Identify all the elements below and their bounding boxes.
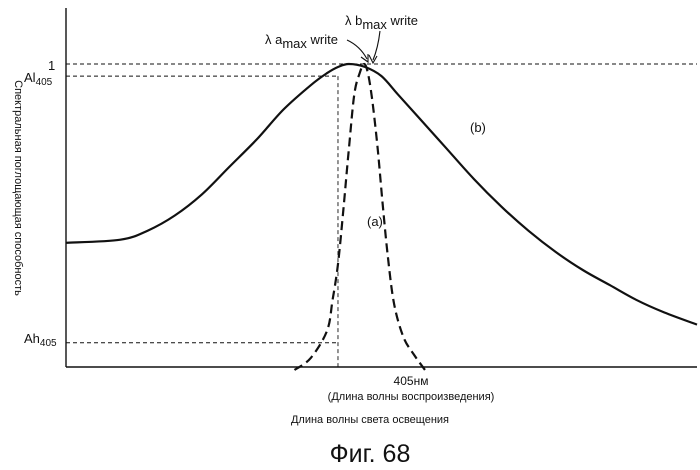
lambda-b-max-write-label: λ bmax write: [345, 13, 418, 32]
y-tick-ah405: Ah405: [24, 331, 57, 349]
figure-caption: Фиг. 68: [330, 440, 411, 468]
arrow-a: [347, 40, 367, 59]
curve-a-label: (a): [367, 214, 383, 229]
y-axis-label: Спектральная поглощающая способность: [12, 80, 24, 296]
x-axis-label: Длина волны света освещения: [291, 414, 449, 426]
arrow-b: [373, 31, 380, 60]
x-tick-note: (Длина волны воспроизведения): [328, 391, 495, 403]
curve-b-label: (b): [470, 120, 486, 135]
x-tick-405: 405нм: [394, 374, 429, 388]
curve-a: [295, 64, 426, 370]
y-tick-1: 1: [48, 58, 55, 73]
lambda-a-max-write-label: λ amax write: [265, 32, 338, 51]
